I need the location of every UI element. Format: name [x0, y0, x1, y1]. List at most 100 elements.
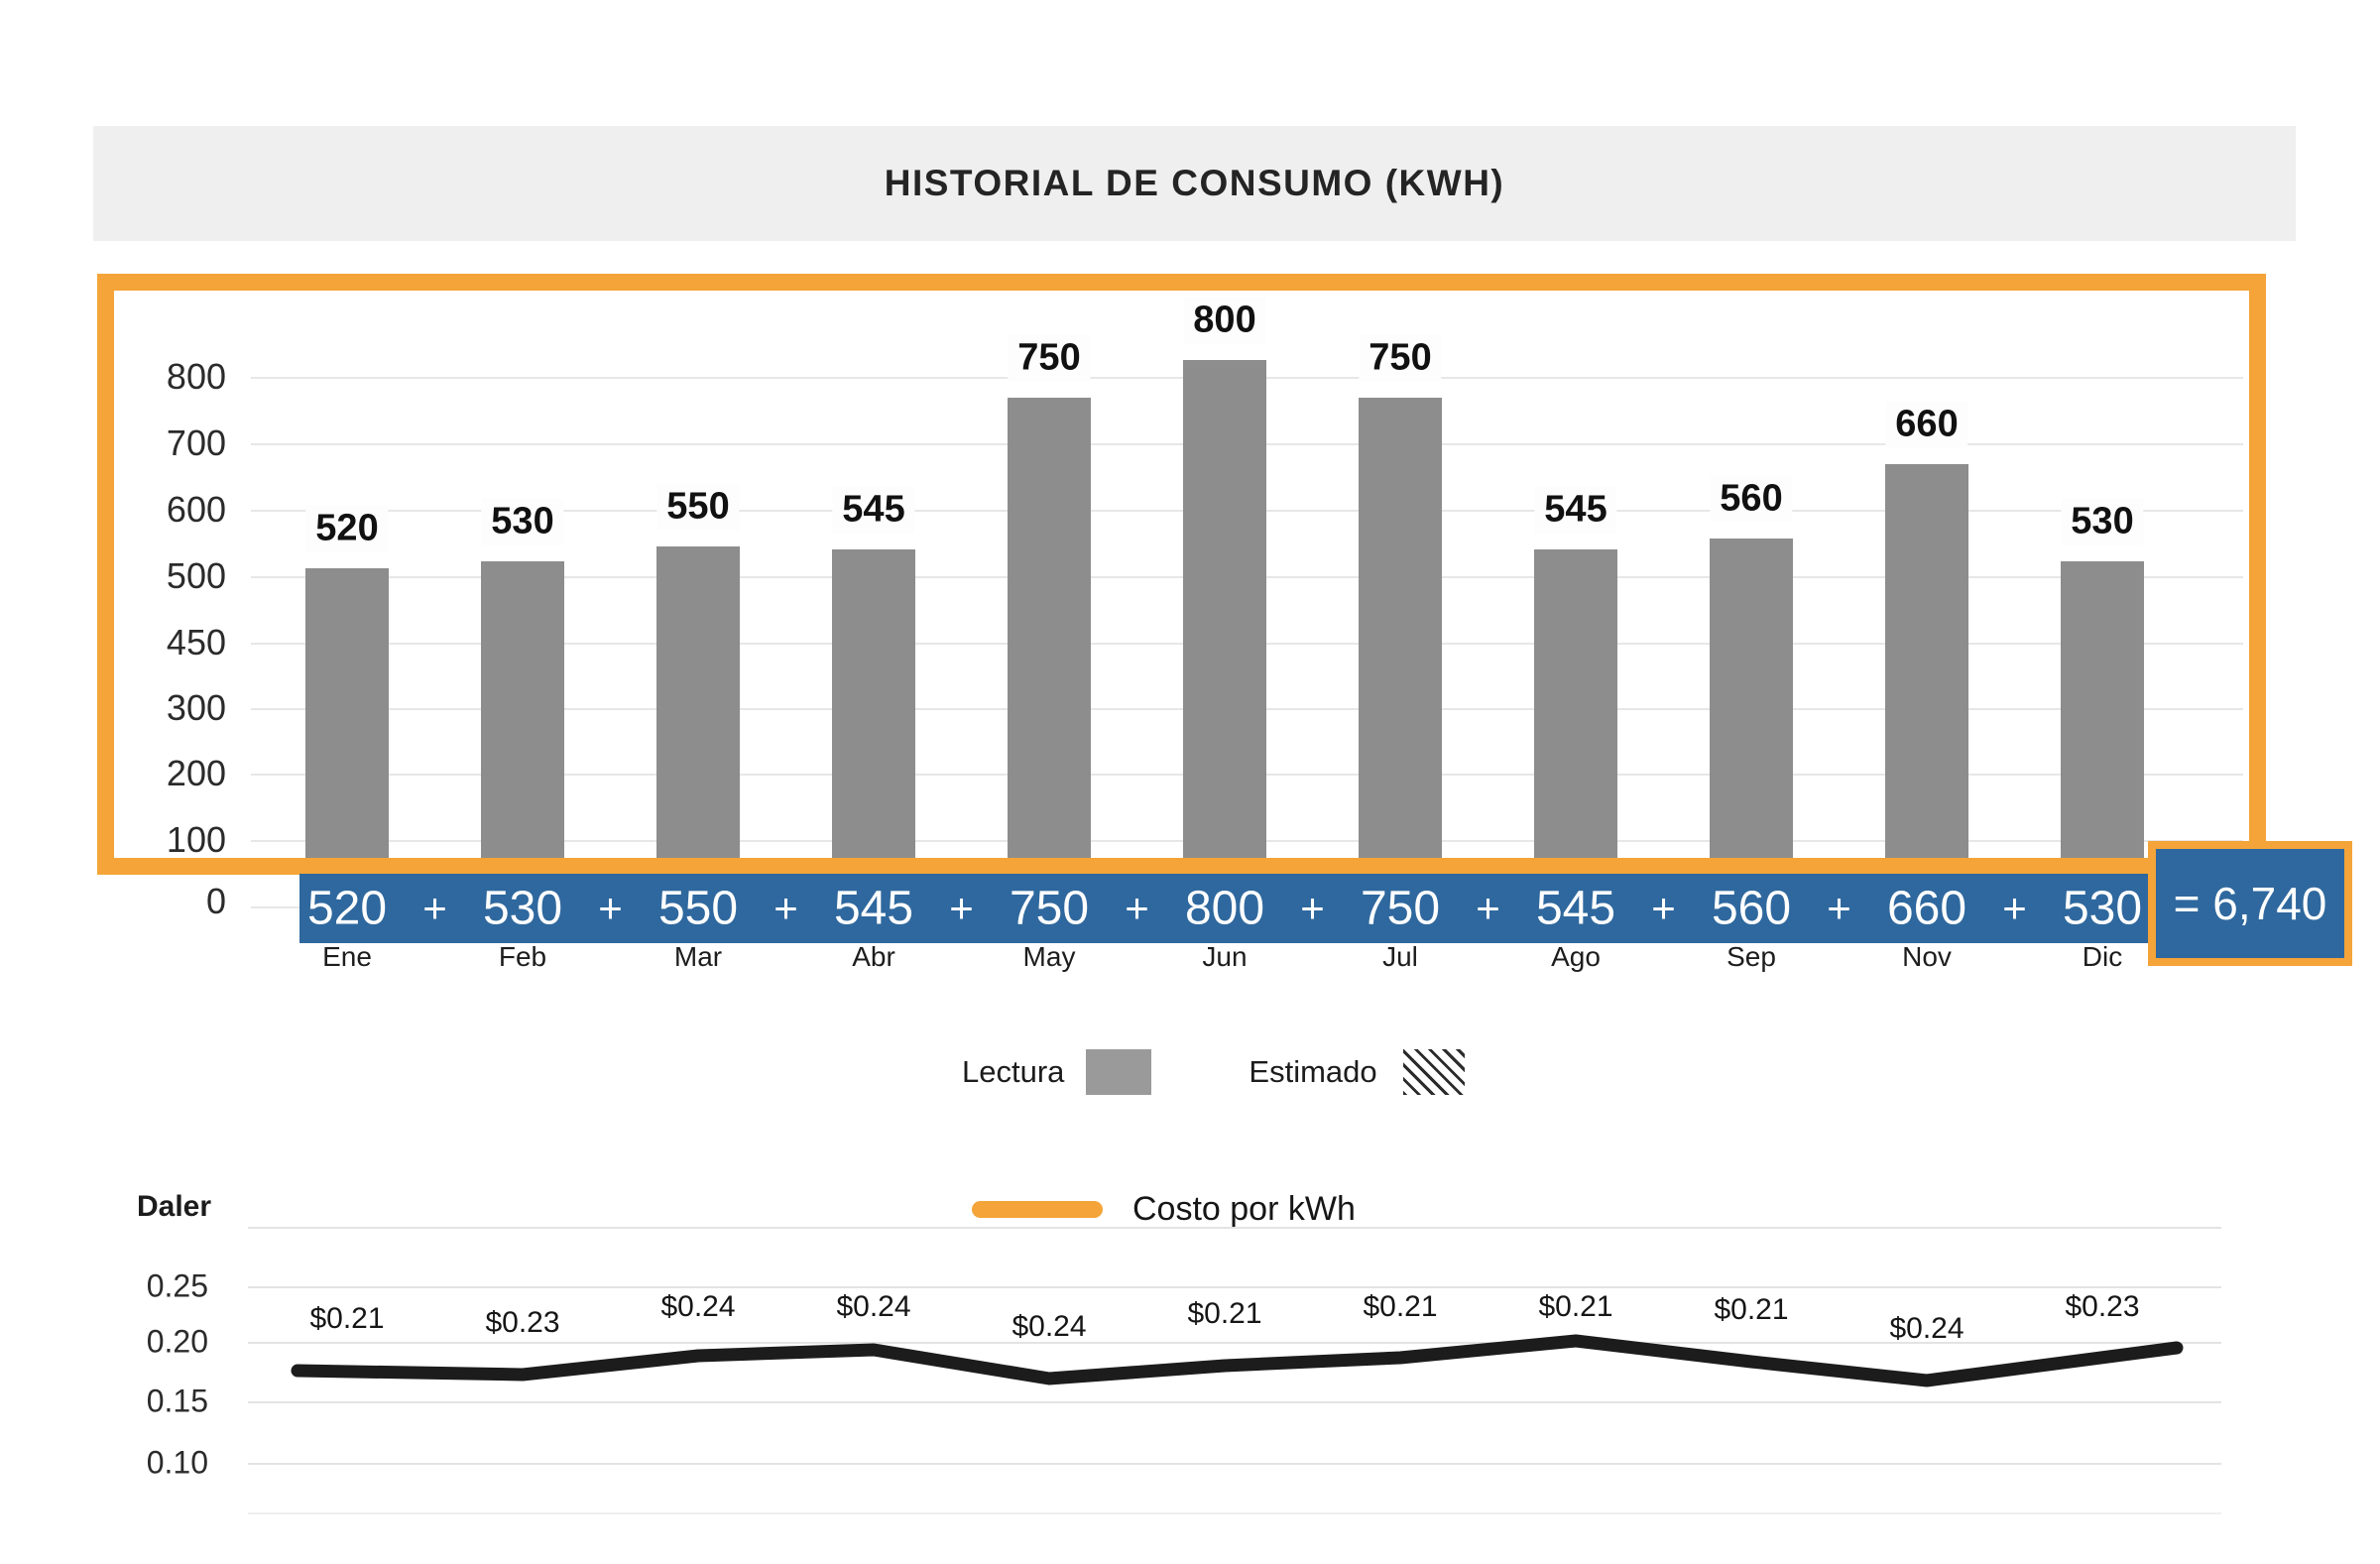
bar	[1885, 464, 1968, 859]
cost-point-label: $0.24	[1012, 1310, 1087, 1343]
cost-point-label: $0.21	[1363, 1290, 1438, 1323]
cost-point-label: $0.23	[2065, 1290, 2140, 1323]
sum-number: 530	[2062, 882, 2143, 935]
bar	[305, 568, 389, 859]
bar	[1183, 360, 1266, 859]
plus-sign: +	[1300, 885, 1325, 931]
y-tick-label: 100	[166, 819, 226, 860]
sum-number: 660	[1886, 882, 1967, 935]
month-label: Feb	[498, 941, 547, 972]
bar-value-label: 530	[2061, 498, 2144, 545]
y-tick-label: 0.20	[146, 1323, 208, 1360]
y-tick-label: 0.25	[146, 1267, 208, 1304]
cost-point-label: $0.21	[1538, 1290, 1613, 1323]
plus-sign: +	[774, 885, 798, 931]
bar-chart-legend: Lectura Estimado	[962, 1047, 1465, 1097]
sum-number: 750	[1009, 882, 1090, 935]
sum-number: 800	[1184, 882, 1265, 935]
cost-legend-line-icon	[972, 1200, 1103, 1218]
month-label: Ago	[1551, 941, 1601, 972]
cost-legend: Costo por kWh	[972, 1186, 1356, 1232]
grid-line	[248, 1286, 2221, 1288]
cost-line	[291, 1334, 2184, 1387]
plus-sign: +	[1827, 885, 1851, 931]
bar-value-label: 520	[305, 505, 389, 552]
cost-point-label: $0.24	[660, 1290, 736, 1323]
sum-band: 520 +530 +550 +545 +750 +800 +750 +545 +560 +660 +…	[299, 874, 2148, 943]
cost-point-label: $0.23	[485, 1306, 560, 1339]
plus-sign: +	[2002, 885, 2027, 931]
plus-sign: +	[598, 885, 623, 931]
plus-sign: +	[1125, 885, 1149, 931]
cost-point-label: $0.21	[1714, 1293, 1789, 1326]
month-label: Nov	[1902, 941, 1952, 972]
grid-line	[248, 1342, 2221, 1344]
bar-value-label: 545	[832, 486, 915, 534]
y-tick-label: 300	[166, 687, 226, 728]
sum-number: 560	[1711, 882, 1792, 935]
lectura-solid-swatch-icon	[1086, 1049, 1152, 1095]
page-title: HISTORIAL DE CONSUMO (KWH)	[884, 163, 1505, 203]
bar	[832, 549, 915, 859]
grid-line-faint	[248, 1512, 2221, 1514]
y-tick-label: 200	[166, 753, 226, 793]
bar-value-label: 545	[1534, 486, 1617, 534]
bar	[481, 561, 564, 859]
bar-value-label: 750	[1359, 334, 1442, 382]
estimado-hatched-swatch-icon	[1402, 1049, 1465, 1095]
bar-value-label: 560	[1710, 475, 1793, 523]
sum-total-label: = 6,740	[2173, 878, 2327, 929]
plus-sign: +	[1651, 885, 1676, 931]
plus-sign: +	[1476, 885, 1500, 931]
bar-value-label: 750	[1008, 334, 1091, 382]
cost-point-label: $0.24	[1889, 1312, 1964, 1345]
month-label: May	[1022, 941, 1076, 972]
bar	[1534, 549, 1617, 859]
sum-number: 550	[657, 882, 739, 935]
grid-line-zero	[251, 906, 300, 908]
y-tick-label: 450	[166, 622, 226, 662]
cost-point-label: $0.21	[309, 1302, 385, 1335]
sum-number: 545	[833, 882, 914, 935]
plus-sign: +	[949, 885, 974, 931]
cost-point-label: $0.21	[1187, 1297, 1262, 1330]
grid-line	[248, 1401, 2221, 1403]
month-label: Jun	[1202, 941, 1248, 972]
cost-axis-title: Daler	[137, 1190, 212, 1223]
cost-point-label: $0.24	[836, 1290, 911, 1323]
y-tick-label: 0.15	[146, 1383, 208, 1419]
bar	[656, 546, 740, 859]
month-label: Ene	[322, 941, 372, 972]
sum-number: 520	[306, 882, 388, 935]
chart-title-band: HISTORIAL DE CONSUMO (KWH)	[93, 126, 2296, 241]
bar	[2061, 561, 2144, 859]
bar-value-label: 800	[1183, 297, 1266, 344]
y-tick-label: 500	[166, 555, 226, 596]
y-tick-label-zero: 0	[205, 881, 226, 921]
legend-label-lectura: Lectura	[962, 1054, 1065, 1089]
bar-value-label: 660	[1885, 401, 1968, 448]
bar	[1008, 398, 1091, 859]
bar	[1710, 539, 1793, 859]
y-tick-label: 800	[166, 356, 226, 397]
bar-value-label: 550	[656, 483, 740, 531]
month-label: Jul	[1382, 941, 1418, 972]
sum-total-box: = 6,740	[2148, 841, 2352, 966]
sum-number: 530	[482, 882, 563, 935]
month-label: Dic	[2082, 941, 2123, 972]
bar-value-label: 530	[481, 498, 564, 545]
y-tick-label: 600	[166, 489, 226, 530]
sum-number: 545	[1535, 882, 1616, 935]
month-label: Abr	[852, 941, 895, 972]
grid-line	[248, 1227, 2221, 1229]
y-tick-label: 0.10	[146, 1444, 208, 1481]
month-label: Mar	[673, 941, 723, 972]
sum-number: 750	[1360, 882, 1441, 935]
cost-legend-label: Costo por kWh	[1132, 1189, 1356, 1228]
bar	[1359, 398, 1442, 859]
month-label: Sep	[1726, 941, 1776, 972]
grid-line	[248, 1463, 2221, 1465]
plus-sign: +	[422, 885, 447, 931]
